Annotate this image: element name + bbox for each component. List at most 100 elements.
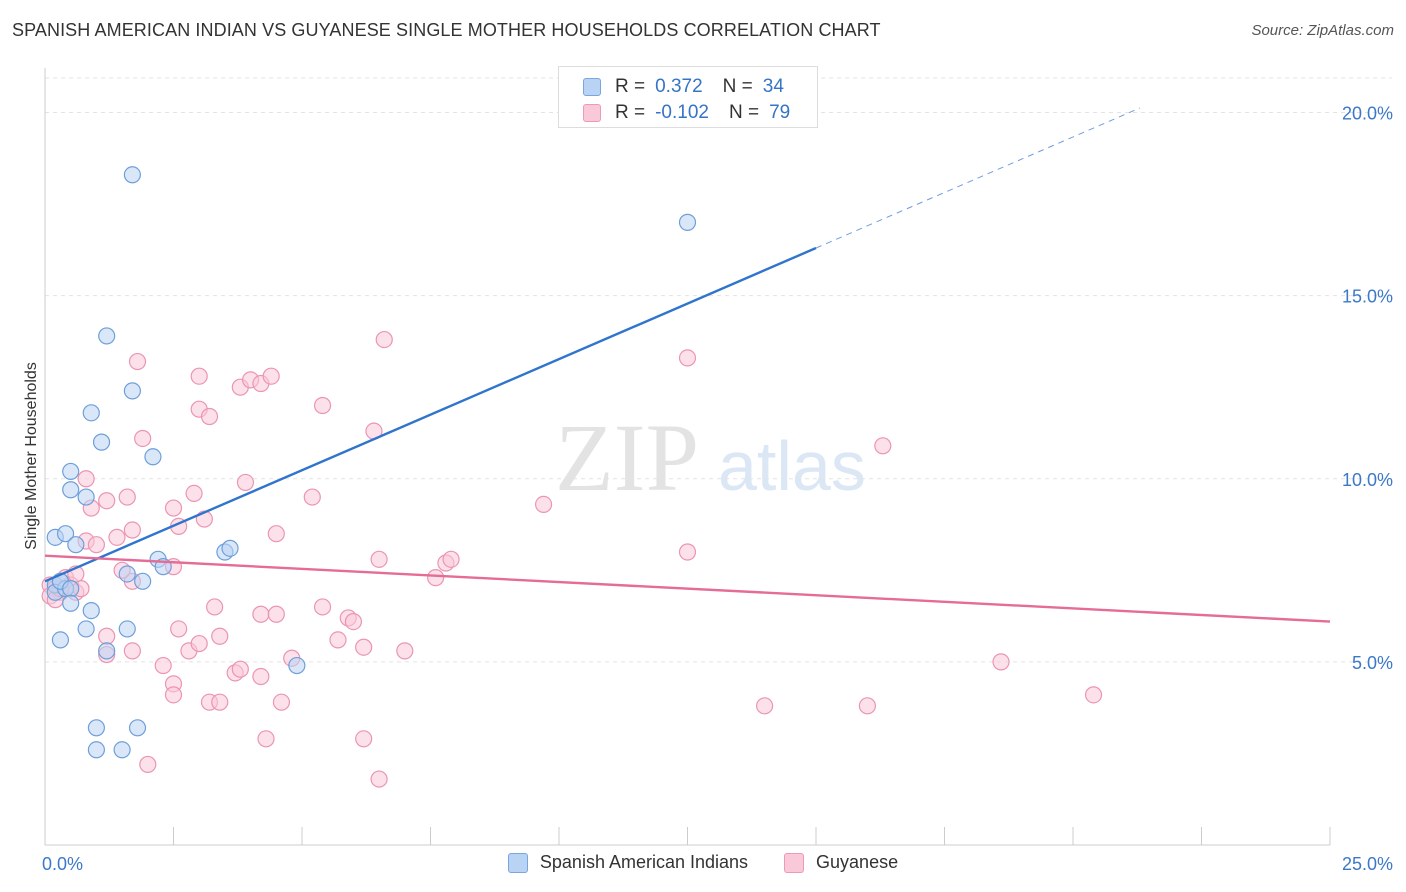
blue-swatch-icon — [583, 78, 601, 96]
series-legend: Spanish American Indians Guyanese — [0, 852, 1406, 873]
blue-point — [82, 602, 100, 620]
blue-point — [77, 620, 95, 638]
pink-point — [236, 473, 255, 492]
legend-label: Guyanese — [816, 852, 899, 872]
blue-trend-line — [44, 246, 817, 583]
watermark-atlas-text: atlas — [718, 427, 866, 505]
pink-point — [154, 656, 172, 675]
pink-point — [370, 770, 388, 788]
pink-point — [267, 605, 285, 623]
pink-point — [139, 755, 157, 774]
y-tick-label: 20.0% — [1342, 104, 1393, 124]
pink-point — [98, 627, 116, 645]
pink-point — [206, 598, 224, 616]
pink-point — [200, 407, 219, 426]
blue-point — [678, 213, 697, 231]
pink-point — [123, 521, 141, 539]
n-value: 34 — [762, 76, 784, 97]
blue-point — [56, 525, 75, 543]
blue-point — [98, 327, 116, 345]
pink-point — [98, 492, 116, 510]
pink-point — [128, 352, 147, 371]
n-label: N = — [728, 102, 760, 123]
chart-title: SPANISH AMERICAN INDIAN VS GUYANESE SING… — [12, 20, 881, 40]
legend-row-spanish-american-indians: R = 0.372 N = 34 — [583, 75, 784, 99]
legend-item-guyanese[interactable]: Guyanese — [784, 852, 898, 873]
pink-point — [427, 569, 445, 587]
blue-point — [62, 580, 80, 598]
pink-point — [190, 367, 208, 385]
blue-point — [98, 642, 116, 660]
pink-swatch-icon — [784, 852, 805, 873]
pink-point — [164, 686, 183, 704]
n-label: N = — [722, 76, 753, 97]
pink-point — [190, 634, 208, 653]
pink-point — [303, 488, 321, 506]
pink-swatch-icon — [583, 104, 601, 122]
pink-point — [396, 642, 414, 660]
correlation-legend: R = 0.372 N = 34 R = -0.102 N = 79 — [558, 66, 818, 128]
y-axis-label: Single Mother Households — [23, 362, 40, 550]
blue-point — [82, 404, 100, 422]
pink-point — [231, 660, 249, 678]
pink-point — [123, 642, 141, 660]
blue-point — [51, 631, 70, 649]
blue-point — [87, 719, 106, 737]
pink-point — [211, 693, 229, 711]
pink-point — [313, 396, 332, 415]
pink-point — [170, 620, 188, 638]
blue-trend-extension — [815, 107, 1141, 249]
x-tick-label: 25.0% — [1342, 854, 1393, 874]
pink-point — [272, 693, 291, 711]
pink-point — [108, 528, 126, 546]
pink-trend-line — [44, 554, 1331, 623]
legend-item-spanish-american-indians[interactable]: Spanish American Indians — [507, 852, 748, 873]
blue-point — [134, 572, 152, 590]
pink-point — [1084, 686, 1103, 704]
pink-point — [77, 470, 95, 488]
blue-swatch-icon — [507, 852, 528, 873]
blue-point — [123, 166, 141, 184]
blue-point — [118, 620, 136, 638]
pink-point — [355, 638, 373, 656]
pink-point — [252, 667, 270, 686]
blue-point — [62, 594, 80, 612]
pink-point — [375, 330, 393, 349]
pink-point — [118, 488, 136, 506]
blue-point — [113, 741, 131, 759]
pink-point — [678, 349, 697, 367]
blue-point — [67, 536, 85, 554]
y-tick-label: 15.0% — [1342, 287, 1393, 307]
pink-point — [858, 697, 877, 715]
chart-source: Source: ZipAtlas.com — [1251, 22, 1394, 39]
pink-point — [992, 653, 1010, 671]
watermark-zip-text: ZIP — [555, 404, 699, 511]
blue-point — [128, 719, 147, 737]
legend-row-guyanese: R = -0.102 N = 79 — [583, 101, 790, 125]
pink-point — [344, 612, 362, 631]
r-value: 0.372 — [655, 76, 703, 97]
pink-point — [355, 730, 373, 748]
pink-point — [755, 697, 774, 715]
pink-point — [267, 525, 285, 543]
pink-point — [164, 499, 183, 517]
y-tick-label: 5.0% — [1352, 653, 1393, 673]
blue-point — [62, 462, 80, 481]
pink-point — [313, 598, 332, 616]
blue-point — [77, 488, 95, 506]
pink-point — [87, 536, 106, 554]
r-label: R = — [615, 102, 646, 123]
n-value: 79 — [769, 102, 791, 123]
pink-point — [874, 437, 892, 455]
r-value: -0.102 — [655, 102, 709, 123]
blue-point — [92, 433, 111, 451]
blue-point — [144, 448, 162, 466]
blue-point — [87, 741, 106, 759]
blue-point — [62, 481, 80, 499]
pink-point — [262, 367, 280, 385]
pink-point — [534, 495, 553, 513]
blue-point — [123, 382, 141, 400]
pink-point — [211, 627, 229, 645]
blue-point — [288, 656, 306, 675]
